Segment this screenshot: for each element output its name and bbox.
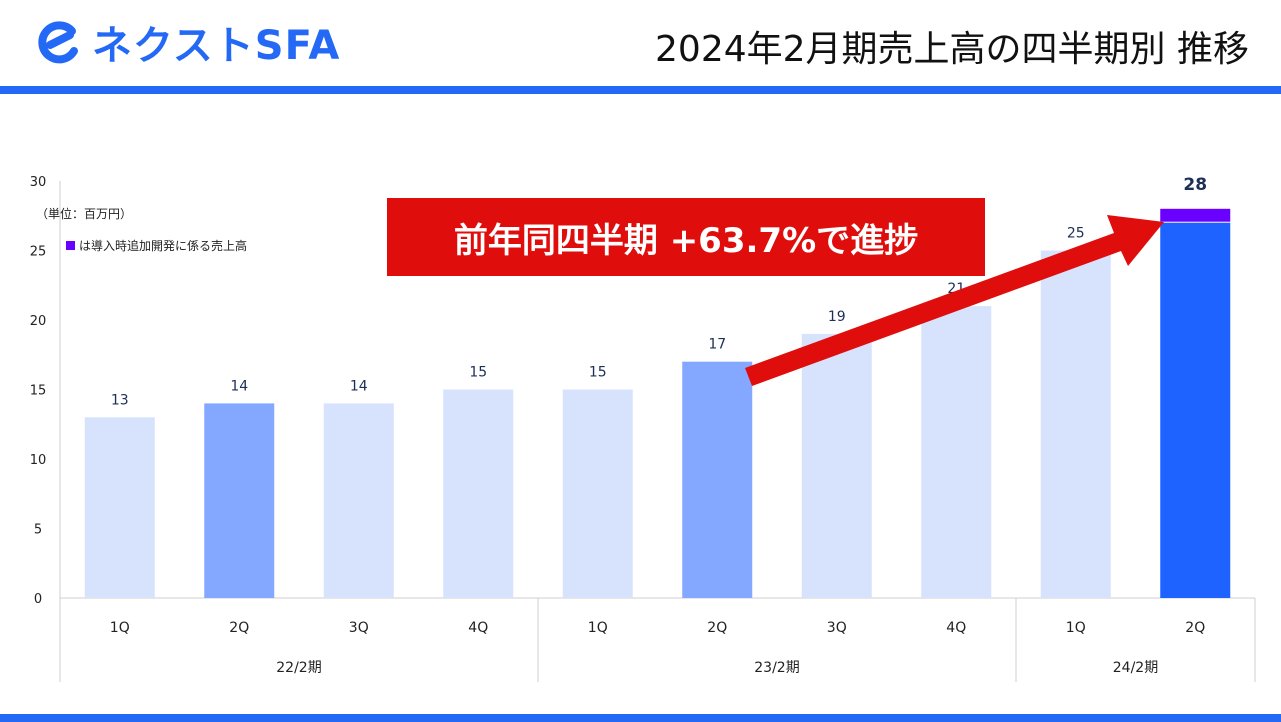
data-label: 15 bbox=[589, 365, 607, 381]
top-divider bbox=[0, 86, 1281, 94]
bar bbox=[443, 389, 514, 598]
y-tick-label: 25 bbox=[30, 245, 47, 260]
bar bbox=[323, 403, 394, 598]
brand-e-icon bbox=[38, 21, 78, 64]
x-category-label: 1Q bbox=[110, 620, 130, 636]
x-category-label: 3Q bbox=[827, 620, 847, 636]
growth-callout: 前年同四半期 +63.7%で進捗 bbox=[387, 198, 985, 276]
bar bbox=[562, 389, 633, 598]
y-tick-label: 15 bbox=[30, 384, 47, 399]
bar bbox=[204, 403, 275, 598]
data-label: 28 bbox=[1183, 175, 1207, 195]
y-tick-label: 0 bbox=[34, 592, 42, 607]
bar bbox=[84, 417, 155, 598]
data-label: 14 bbox=[230, 378, 248, 394]
x-category-label: 4Q bbox=[468, 620, 488, 636]
y-tick-label: 10 bbox=[30, 453, 47, 468]
x-category-label: 1Q bbox=[588, 620, 608, 636]
x-category-label: 2Q bbox=[707, 620, 727, 636]
bar bbox=[682, 361, 753, 598]
page-title: 2024年2月期売上高の四半期別 推移 bbox=[655, 29, 1249, 70]
x-group-label: 22/2期 bbox=[276, 660, 321, 676]
x-category-label: 2Q bbox=[229, 620, 249, 636]
bar bbox=[921, 306, 992, 598]
x-group-label: 24/2期 bbox=[1113, 660, 1158, 676]
data-label: 25 bbox=[1067, 226, 1085, 242]
bar bbox=[1160, 222, 1231, 598]
unit-label: （単位：百万円） bbox=[36, 207, 133, 221]
y-tick-label: 5 bbox=[34, 523, 42, 538]
legend: は導入時追加開発に係る売上高 bbox=[66, 237, 247, 254]
y-tick-label: 20 bbox=[30, 314, 47, 329]
logo-text: ネクストSFA bbox=[92, 23, 341, 69]
header: ネクストSFA 2024年2月期売上高の四半期別 推移 bbox=[0, 0, 1281, 86]
x-category-label: 4Q bbox=[946, 620, 966, 636]
legend-label: は導入時追加開発に係る売上高 bbox=[79, 239, 248, 253]
x-category-label: 3Q bbox=[349, 620, 369, 636]
bar bbox=[801, 333, 872, 598]
data-label: 17 bbox=[708, 337, 726, 353]
x-category-label: 2Q bbox=[1185, 620, 1205, 636]
bar-segment-additional-dev bbox=[1160, 208, 1231, 222]
bar bbox=[1040, 250, 1111, 598]
legend-swatch bbox=[66, 241, 75, 250]
bottom-divider bbox=[0, 714, 1281, 722]
y-tick-label: 30 bbox=[30, 175, 47, 190]
trend-arrow bbox=[745, 215, 1164, 386]
data-label: 15 bbox=[469, 365, 487, 381]
data-label: 14 bbox=[350, 378, 368, 394]
data-label: 19 bbox=[828, 309, 846, 325]
x-category-label: 1Q bbox=[1066, 620, 1086, 636]
logo: ネクストSFA bbox=[36, 14, 340, 70]
x-group-label: 23/2期 bbox=[754, 660, 799, 676]
data-label: 13 bbox=[111, 392, 129, 408]
